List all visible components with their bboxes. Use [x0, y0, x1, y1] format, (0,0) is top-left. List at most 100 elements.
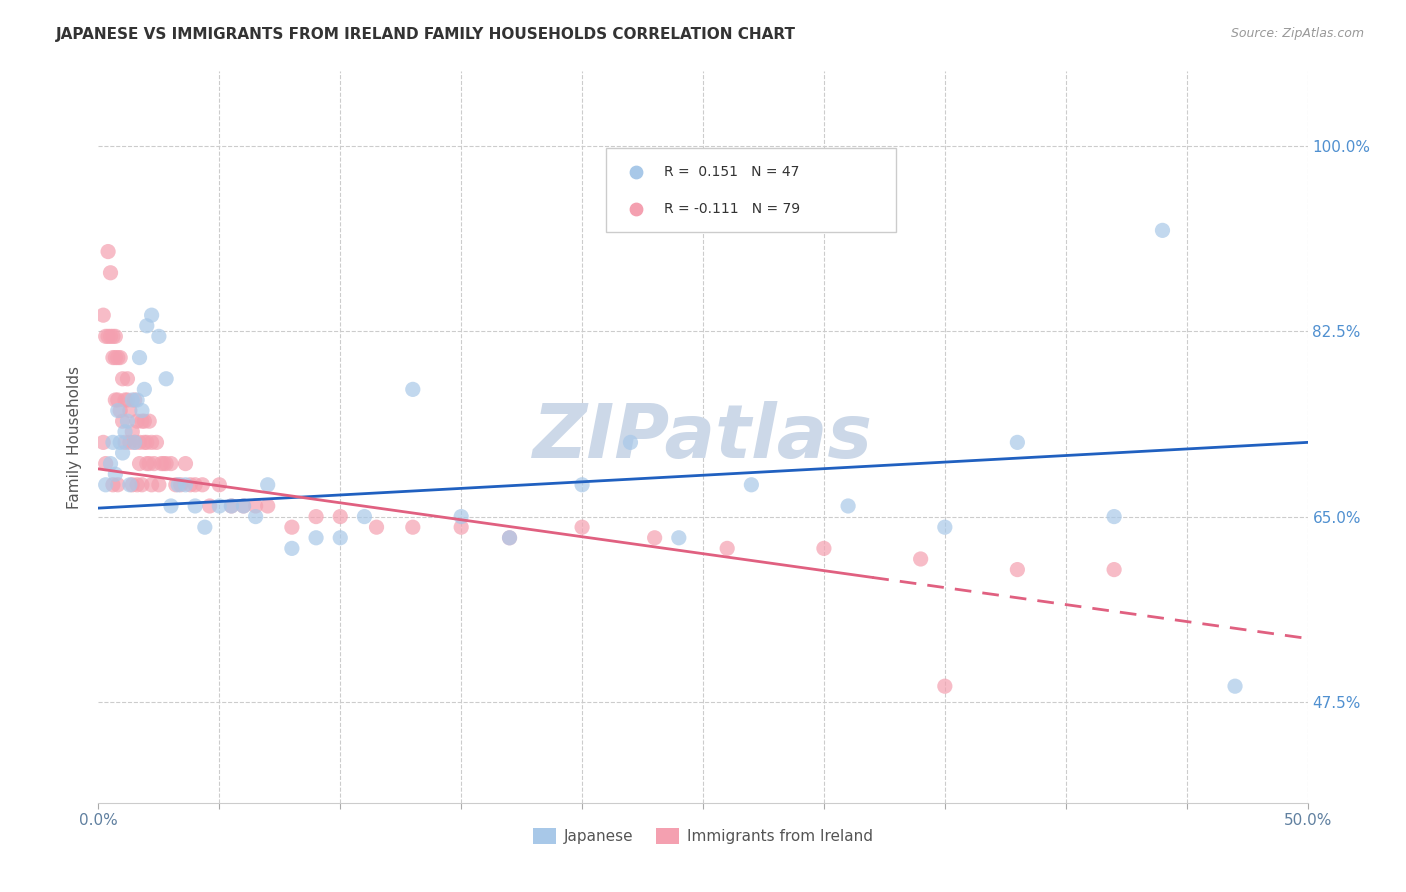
Point — [118, 477, 141, 491]
Point — [1163, 337, 1185, 351]
Point — [305, 531, 328, 545]
Point — [150, 457, 173, 471]
Point — [934, 520, 956, 534]
Point — [118, 403, 141, 417]
Point — [498, 531, 520, 545]
Point — [114, 435, 136, 450]
Point — [1007, 563, 1029, 577]
Point — [131, 414, 153, 428]
Point — [141, 435, 163, 450]
Point — [135, 435, 157, 450]
Point — [366, 520, 388, 534]
Point — [117, 372, 139, 386]
Point — [128, 457, 150, 471]
Point — [121, 425, 143, 439]
Point — [1102, 563, 1125, 577]
Point — [111, 446, 134, 460]
Point — [450, 520, 472, 534]
Point — [101, 435, 124, 450]
Point — [221, 499, 243, 513]
Point — [221, 499, 243, 513]
Point — [305, 509, 328, 524]
Point — [910, 552, 932, 566]
Point — [111, 414, 134, 428]
Point — [155, 457, 177, 471]
Point — [165, 477, 187, 491]
Point — [101, 329, 124, 343]
Point — [1102, 509, 1125, 524]
Point — [329, 531, 352, 545]
Point — [198, 499, 221, 513]
Point — [134, 435, 156, 450]
Point — [121, 477, 143, 491]
Point — [128, 351, 150, 365]
Point — [256, 477, 278, 491]
Point — [141, 308, 163, 322]
Point — [402, 520, 425, 534]
Point — [108, 351, 131, 365]
Legend: Japanese, Immigrants from Ireland: Japanese, Immigrants from Ireland — [527, 822, 879, 850]
Point — [100, 457, 122, 471]
Point — [329, 509, 352, 524]
Point — [934, 679, 956, 693]
Point — [281, 520, 304, 534]
Point — [104, 351, 127, 365]
Point — [208, 499, 231, 513]
Point — [107, 392, 129, 407]
Point — [117, 414, 139, 428]
Point — [127, 414, 149, 428]
Point — [108, 435, 131, 450]
Point — [104, 392, 127, 407]
Point — [281, 541, 304, 556]
Point — [100, 329, 122, 343]
Point — [124, 435, 146, 450]
Text: R = -0.111   N = 79: R = -0.111 N = 79 — [664, 202, 800, 216]
Point — [498, 531, 520, 545]
Point — [91, 435, 114, 450]
Point — [108, 403, 131, 417]
Point — [232, 499, 254, 513]
Point — [232, 499, 254, 513]
Point — [1223, 679, 1246, 693]
Point — [1163, 284, 1185, 298]
Point — [402, 383, 425, 397]
Point — [160, 457, 183, 471]
Point — [245, 499, 267, 513]
Point — [571, 477, 593, 491]
Point — [837, 499, 859, 513]
Point — [152, 457, 174, 471]
Point — [353, 509, 375, 524]
Point — [127, 477, 149, 491]
Point — [94, 477, 117, 491]
Point — [135, 318, 157, 333]
Point — [94, 457, 117, 471]
Point — [141, 477, 163, 491]
Point — [148, 477, 170, 491]
Point — [104, 329, 127, 343]
Point — [668, 531, 690, 545]
Y-axis label: Family Households: Family Households — [67, 366, 83, 508]
Text: JAPANESE VS IMMIGRANTS FROM IRELAND FAMILY HOUSEHOLDS CORRELATION CHART: JAPANESE VS IMMIGRANTS FROM IRELAND FAMI… — [56, 27, 796, 42]
Point — [131, 403, 153, 417]
FancyBboxPatch shape — [606, 148, 897, 232]
Point — [148, 329, 170, 343]
Point — [740, 477, 762, 491]
Point — [1152, 223, 1174, 237]
Text: ZIPatlas: ZIPatlas — [533, 401, 873, 474]
Point — [104, 467, 127, 482]
Point — [131, 477, 153, 491]
Point — [160, 499, 183, 513]
Point — [174, 457, 197, 471]
Point — [644, 531, 666, 545]
Point — [117, 392, 139, 407]
Point — [179, 477, 201, 491]
Point — [184, 477, 207, 491]
Point — [107, 403, 129, 417]
Point — [114, 425, 136, 439]
Point — [100, 266, 122, 280]
Point — [97, 244, 120, 259]
Point — [97, 329, 120, 343]
Point — [571, 520, 593, 534]
Point — [145, 435, 167, 450]
Text: R =  0.151   N = 47: R = 0.151 N = 47 — [664, 165, 800, 178]
